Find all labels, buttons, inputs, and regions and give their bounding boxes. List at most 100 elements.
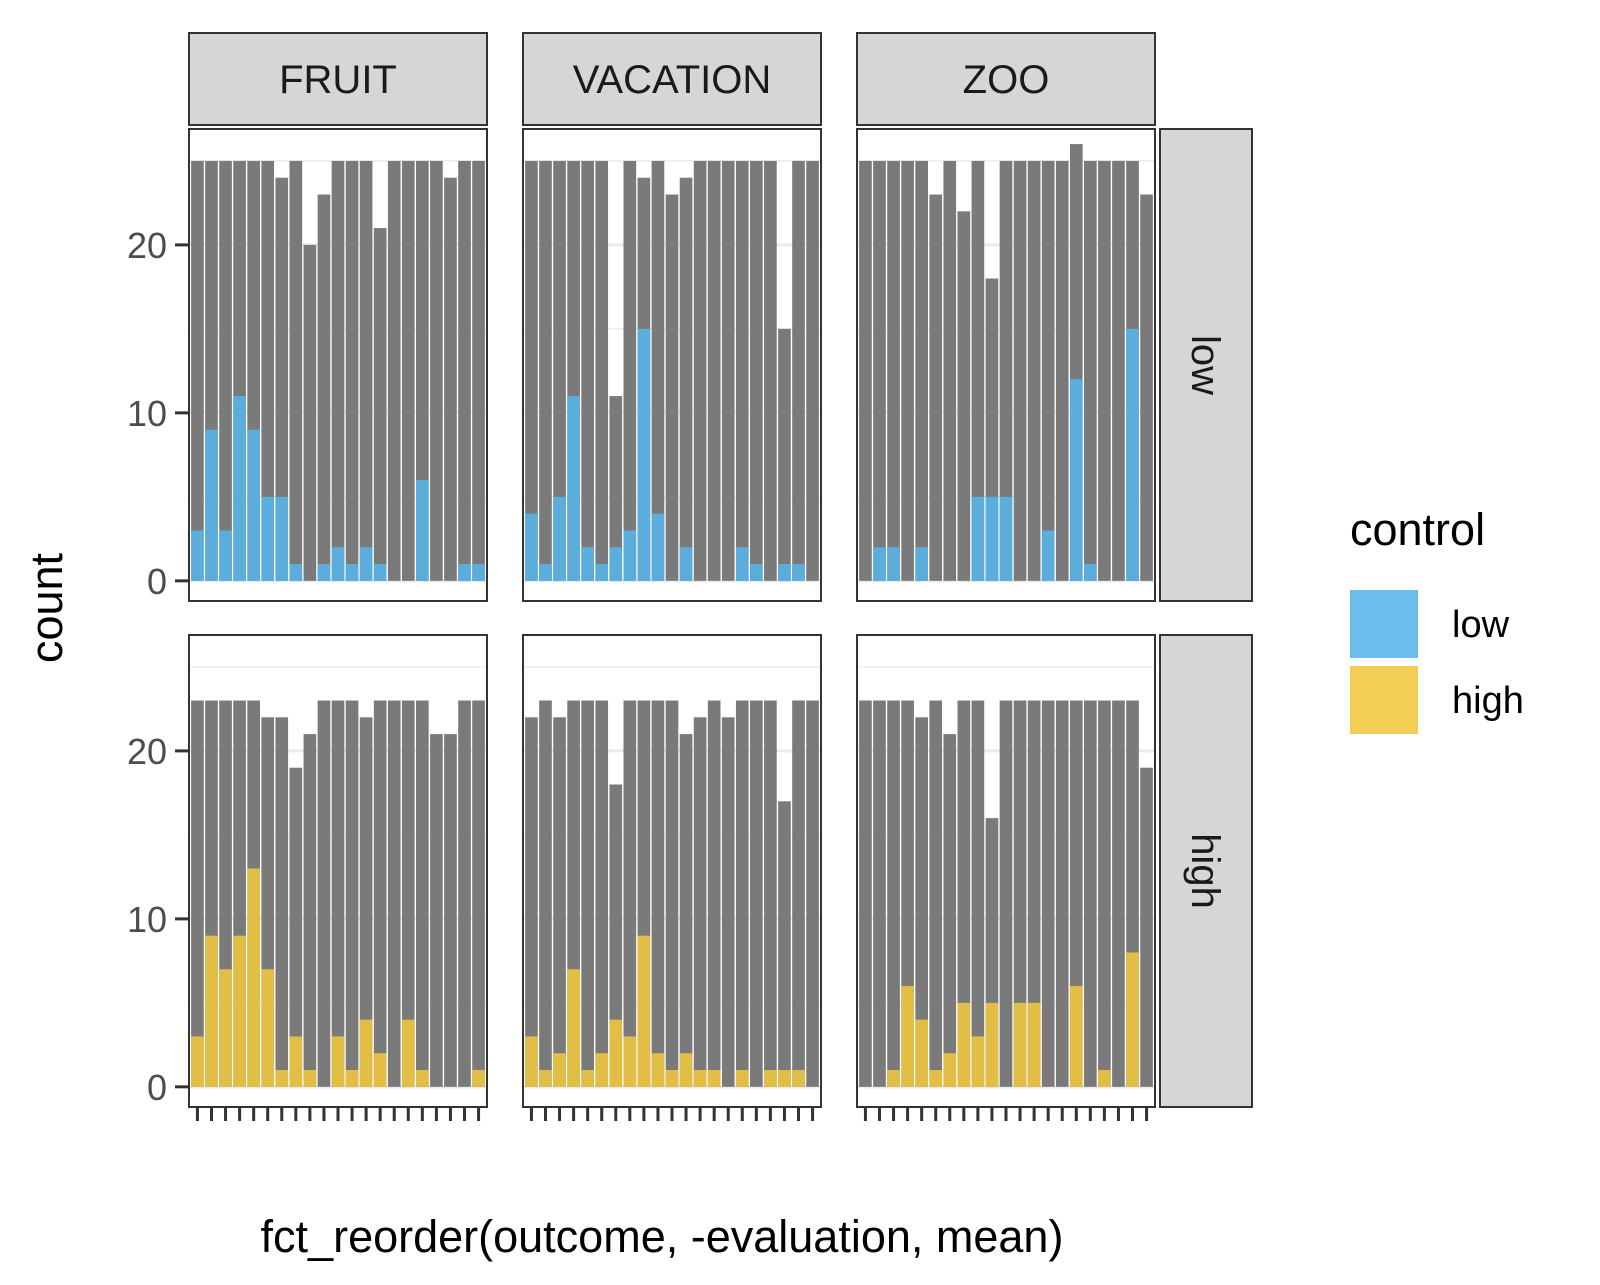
- bar-low: [458, 564, 471, 581]
- background-bar: [901, 160, 914, 581]
- background-bar: [401, 700, 415, 1087]
- background-bar: [623, 700, 637, 1087]
- background-bar: [317, 194, 331, 581]
- background-bar: [957, 700, 971, 1087]
- background-bar: [219, 160, 232, 581]
- background-bar: [1084, 700, 1097, 1087]
- y-tick-label: 0: [147, 561, 167, 602]
- background-bar: [957, 211, 971, 581]
- bar-low: [581, 547, 594, 581]
- background-bar: [887, 160, 900, 581]
- background-bar: [444, 734, 457, 1087]
- bar-low: [887, 547, 900, 581]
- background-bar: [191, 160, 204, 581]
- background-bar: [721, 717, 735, 1087]
- background-bar: [359, 160, 373, 581]
- bar-high: [567, 969, 580, 1087]
- bar-high: [778, 1070, 791, 1087]
- background-bar: [943, 734, 957, 1087]
- legend-label-low: low: [1452, 604, 1510, 646]
- bar-high: [191, 1036, 204, 1087]
- background-bar: [792, 160, 805, 581]
- bar-high: [957, 1002, 971, 1087]
- bar-high: [261, 969, 275, 1087]
- facet-strip-vacation: [522, 32, 822, 126]
- bar-high: [985, 1002, 999, 1087]
- background-bar: [261, 160, 275, 581]
- background-bar: [458, 700, 471, 1087]
- bar-high: [331, 1036, 345, 1087]
- bar-low: [971, 496, 985, 581]
- background-bar: [971, 700, 985, 1087]
- background-bar: [416, 160, 429, 581]
- background-bar: [929, 194, 943, 581]
- background-bar: [679, 734, 693, 1087]
- background-bar: [595, 160, 609, 581]
- facet-label-high: high: [1183, 833, 1227, 909]
- bar-low: [275, 496, 289, 581]
- background-bar: [778, 801, 791, 1087]
- legend-key-low: [1350, 590, 1418, 658]
- background-bar: [539, 700, 552, 1087]
- panels-layer: FRUIT VACATION ZOO low high 0 10 20 0 10 20: [127, 32, 1253, 1121]
- y-axis-title: count: [21, 552, 72, 663]
- bar-low: [1126, 328, 1139, 581]
- bar-high: [275, 1070, 289, 1087]
- background-bar: [1027, 700, 1041, 1087]
- background-bar: [859, 160, 872, 581]
- background-bar: [665, 700, 679, 1087]
- bar-high: [539, 1070, 552, 1087]
- panel-border-fruit-low: [188, 128, 488, 602]
- bar-high: [472, 1070, 485, 1087]
- bar-low: [609, 547, 623, 581]
- background-bar: [539, 160, 552, 581]
- facet-label-vacation: VACATION: [573, 58, 772, 102]
- legend-key-high: [1350, 666, 1418, 734]
- background-bar: [750, 700, 763, 1087]
- bar-low: [191, 530, 204, 581]
- background-bar: [971, 160, 985, 581]
- background-bar: [806, 160, 819, 581]
- background-bar: [553, 160, 566, 581]
- facet-label-low: low: [1183, 335, 1227, 395]
- y-tick-label: 20: [127, 731, 167, 772]
- bar-high: [1098, 1070, 1111, 1087]
- background-bar: [1140, 767, 1153, 1087]
- bar-high: [735, 1070, 749, 1087]
- background-bar: [735, 700, 749, 1087]
- background-bar: [1055, 160, 1069, 581]
- bar-high: [247, 868, 260, 1087]
- background-bar: [929, 700, 943, 1087]
- background-bar: [581, 160, 594, 581]
- bar-high: [401, 1019, 415, 1087]
- background-bar: [707, 700, 721, 1087]
- background-bar: [873, 700, 886, 1087]
- bar-high: [665, 1070, 679, 1087]
- bar-high: [764, 1070, 777, 1087]
- background-bar: [623, 160, 637, 581]
- bar-high: [679, 1053, 693, 1087]
- background-bar: [525, 160, 538, 581]
- bar-high: [609, 1019, 623, 1087]
- bar-low: [373, 564, 387, 581]
- y-tick-label: 10: [127, 899, 167, 940]
- bar-low: [247, 429, 260, 581]
- background-bar: [331, 700, 345, 1087]
- legend-label-high: high: [1452, 680, 1524, 722]
- background-bar: [331, 160, 345, 581]
- bar-high: [303, 1070, 317, 1087]
- bar-low: [261, 496, 275, 581]
- bar-low: [416, 480, 429, 581]
- bar-high: [1069, 986, 1083, 1087]
- background-bar: [1027, 160, 1041, 581]
- bar-low: [205, 429, 218, 581]
- background-bar: [651, 160, 665, 581]
- background-bar: [444, 177, 457, 581]
- bar-high: [359, 1019, 373, 1087]
- background-bar: [806, 700, 819, 1087]
- bar-low: [735, 547, 749, 581]
- bar-high: [623, 1036, 637, 1087]
- background-bar: [387, 700, 401, 1087]
